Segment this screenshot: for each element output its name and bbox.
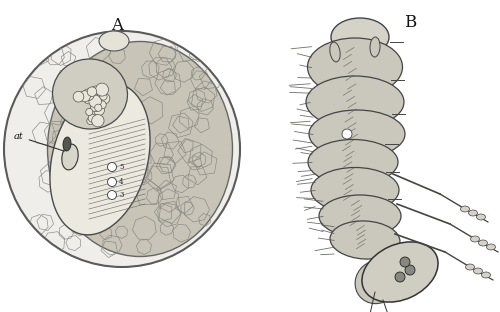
Circle shape: [92, 115, 104, 127]
Circle shape: [80, 91, 90, 102]
Ellipse shape: [48, 41, 232, 256]
Ellipse shape: [331, 18, 389, 56]
Ellipse shape: [50, 83, 150, 235]
Circle shape: [108, 191, 116, 199]
Circle shape: [405, 265, 415, 275]
Text: B: B: [404, 14, 416, 31]
Ellipse shape: [309, 110, 405, 158]
Circle shape: [108, 163, 116, 172]
Ellipse shape: [63, 137, 71, 151]
Text: 5: 5: [119, 163, 124, 171]
Ellipse shape: [99, 31, 129, 51]
Circle shape: [90, 102, 100, 112]
Ellipse shape: [306, 76, 404, 128]
Circle shape: [87, 117, 94, 124]
Circle shape: [84, 94, 94, 104]
Circle shape: [91, 86, 100, 95]
Ellipse shape: [466, 264, 474, 270]
Ellipse shape: [474, 268, 482, 274]
Circle shape: [94, 104, 102, 111]
Circle shape: [96, 83, 108, 96]
Ellipse shape: [362, 242, 438, 302]
Circle shape: [88, 114, 96, 122]
Circle shape: [92, 102, 100, 110]
Circle shape: [73, 91, 84, 102]
Ellipse shape: [460, 206, 469, 212]
Circle shape: [98, 101, 106, 109]
Circle shape: [100, 93, 107, 100]
Ellipse shape: [468, 210, 477, 216]
Ellipse shape: [52, 59, 128, 129]
Circle shape: [87, 87, 97, 96]
Text: A: A: [111, 17, 123, 34]
Circle shape: [82, 89, 94, 100]
Ellipse shape: [355, 261, 399, 304]
Circle shape: [342, 129, 352, 139]
Text: 3: 3: [119, 191, 124, 199]
Ellipse shape: [370, 37, 380, 57]
Ellipse shape: [478, 240, 488, 246]
Ellipse shape: [308, 139, 398, 184]
Circle shape: [4, 31, 240, 267]
Circle shape: [99, 93, 110, 104]
Circle shape: [395, 272, 405, 282]
Circle shape: [86, 108, 93, 115]
Ellipse shape: [486, 244, 496, 250]
Ellipse shape: [470, 236, 480, 242]
Circle shape: [88, 107, 99, 117]
Ellipse shape: [319, 195, 401, 237]
Ellipse shape: [476, 214, 486, 220]
Ellipse shape: [308, 38, 402, 96]
Ellipse shape: [330, 221, 400, 259]
Ellipse shape: [330, 42, 340, 62]
Circle shape: [89, 95, 102, 108]
Circle shape: [94, 105, 104, 115]
Circle shape: [108, 178, 116, 187]
Text: at: at: [14, 132, 64, 151]
Ellipse shape: [482, 272, 490, 278]
Circle shape: [400, 257, 410, 267]
Ellipse shape: [311, 168, 399, 212]
Text: 4: 4: [119, 178, 124, 186]
Ellipse shape: [62, 144, 78, 170]
